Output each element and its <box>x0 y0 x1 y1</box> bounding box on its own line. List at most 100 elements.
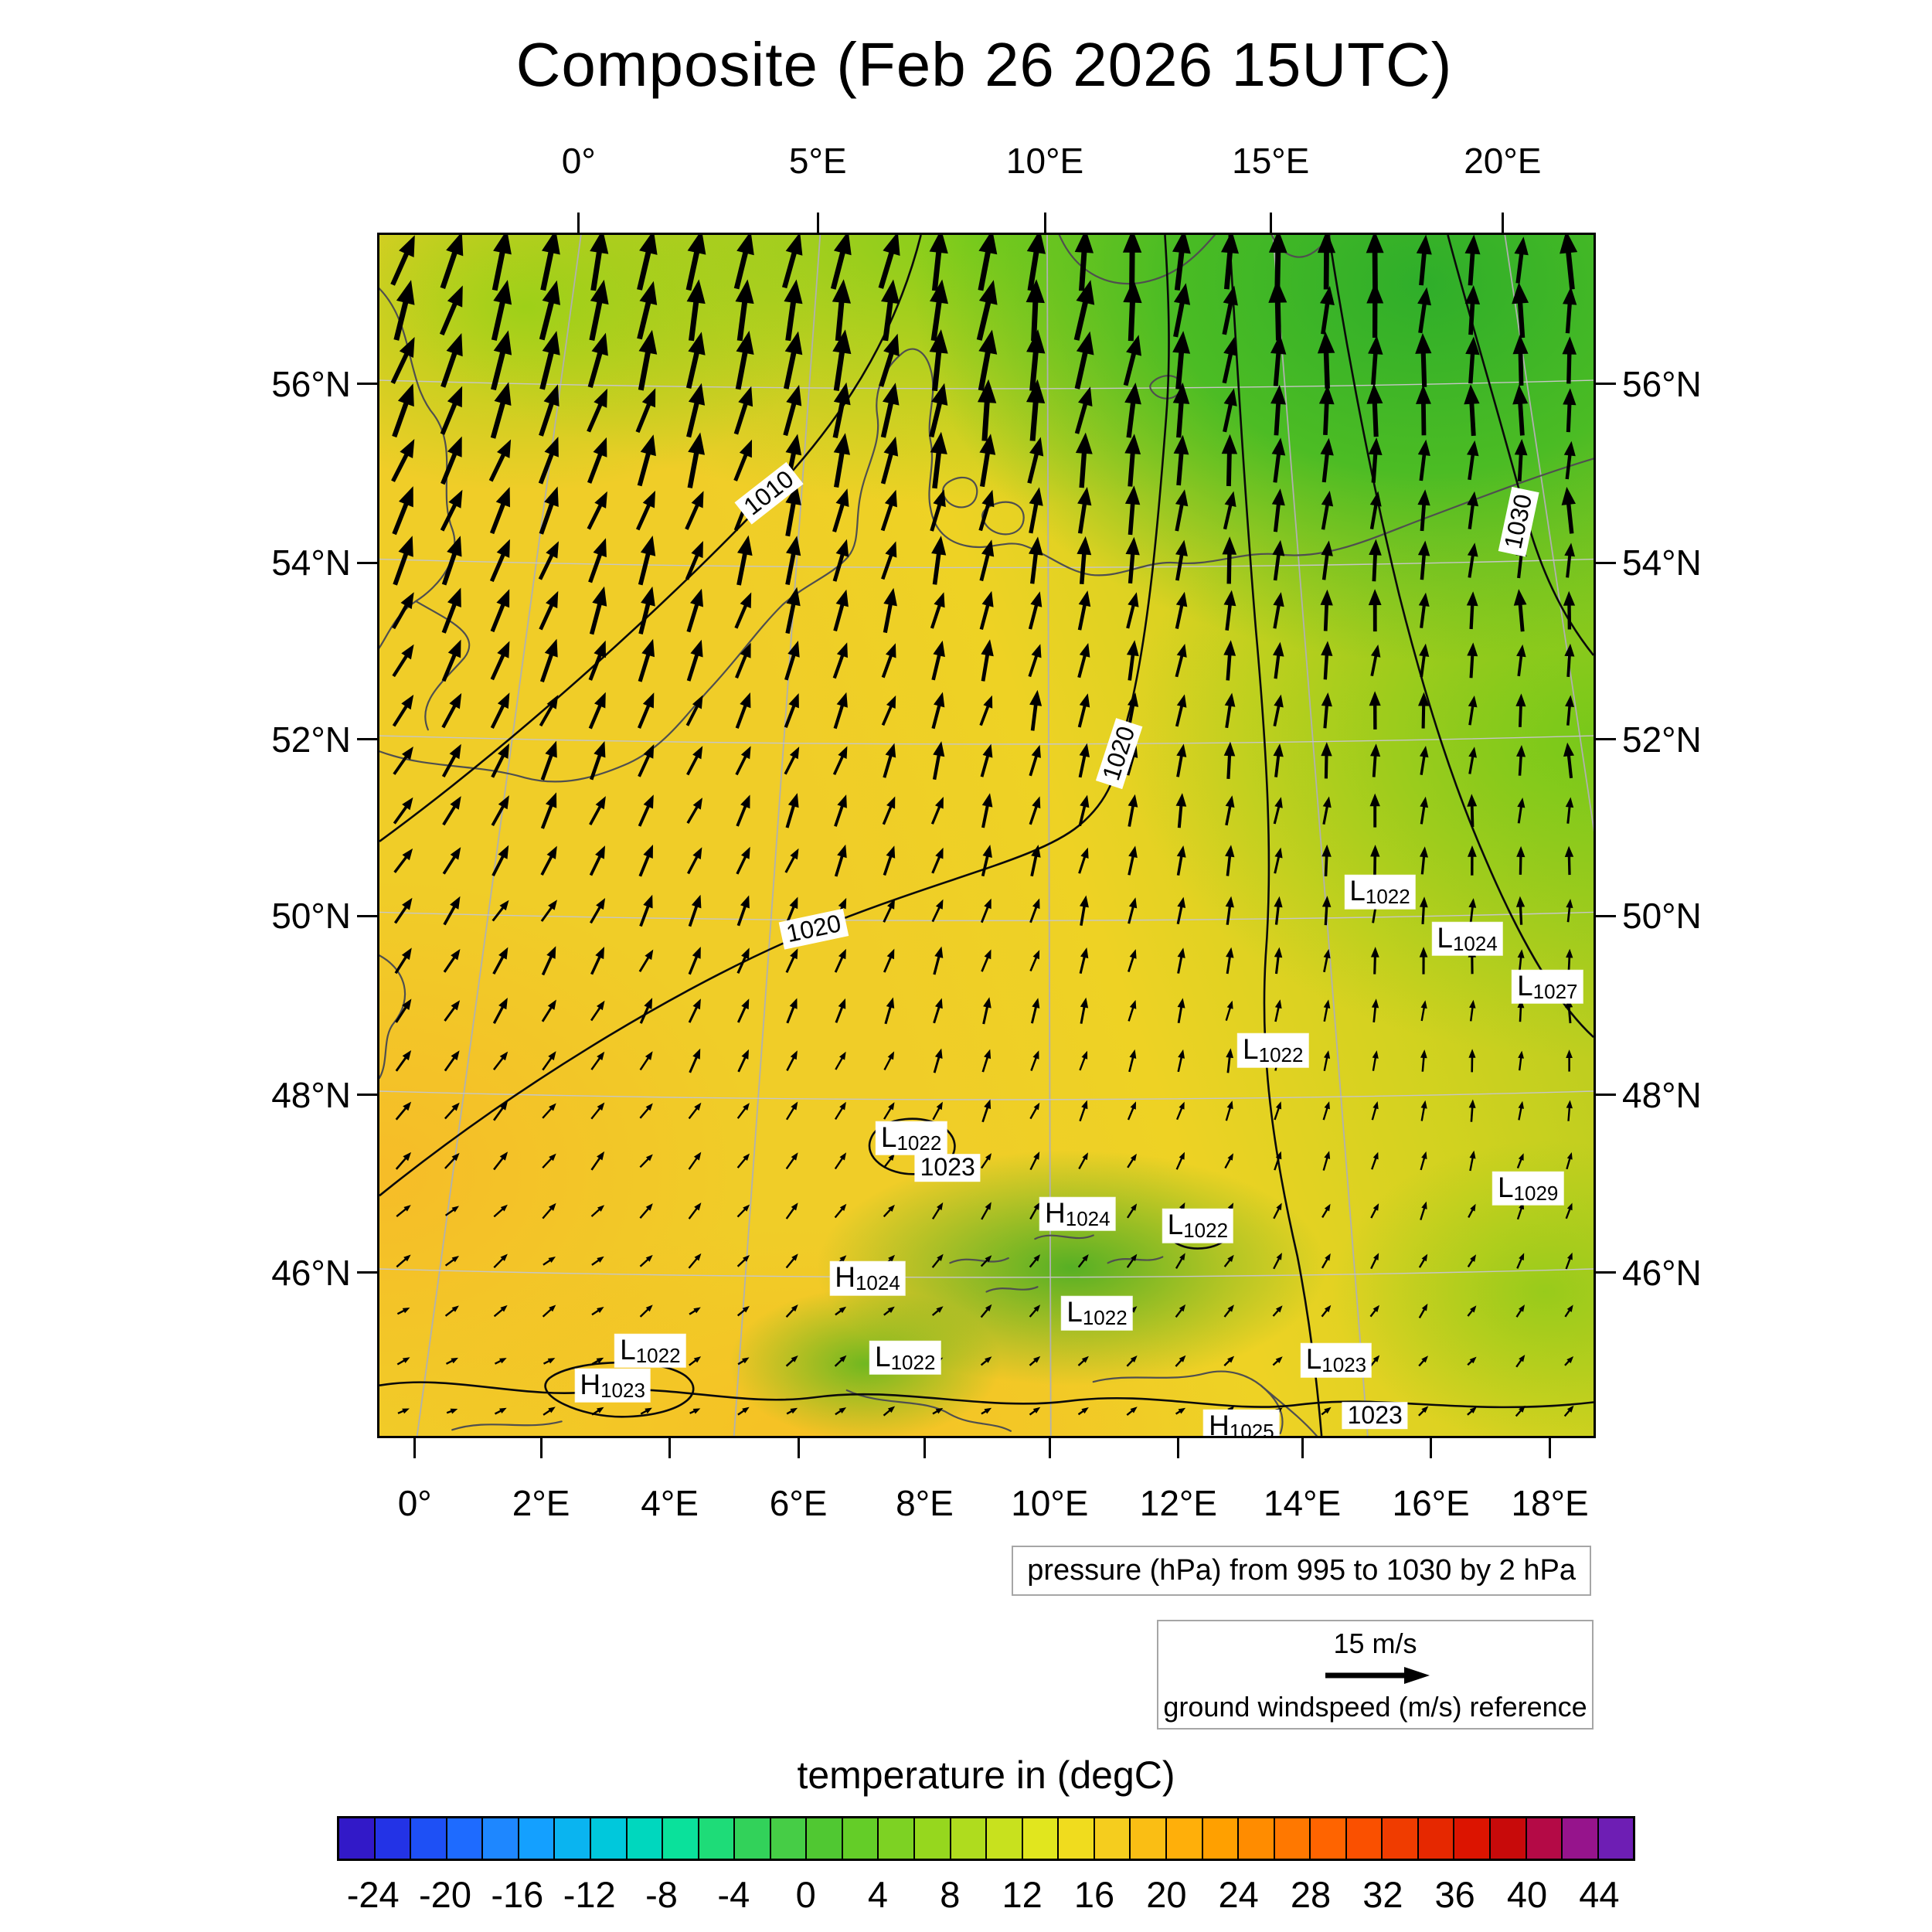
wind-arrow-head <box>1519 1355 1526 1362</box>
contour-label: 1010 <box>734 461 804 525</box>
wind-arrow <box>785 602 796 634</box>
wind-arrow <box>590 250 603 291</box>
wind-arrow <box>541 954 553 976</box>
wind-arrow <box>1273 604 1281 629</box>
wind-arrow-head <box>1566 899 1573 908</box>
wind-arrow <box>932 1107 941 1121</box>
wind-arrow <box>1128 301 1135 342</box>
wind-arrow <box>1518 754 1522 776</box>
colorbar-segment <box>663 1818 699 1859</box>
wind-arrow-head <box>835 488 849 507</box>
wind-arrow-head <box>1512 334 1529 355</box>
wind-arrow <box>1420 654 1426 678</box>
wind-arrow <box>1226 955 1232 975</box>
wind-arrow <box>1420 503 1427 532</box>
wind-arrow-head <box>984 949 992 960</box>
wind-arrow <box>1420 1206 1426 1220</box>
wind-arrow <box>493 1106 505 1121</box>
wind-arrow-head <box>1076 331 1094 355</box>
wind-arrow-head <box>1130 1101 1136 1110</box>
wind-arrow-head <box>1318 385 1335 405</box>
wind-arrow <box>1175 604 1184 629</box>
wind-arrow-head <box>499 1358 507 1364</box>
wind-arrow-head <box>1081 1355 1089 1363</box>
wind-arrow-head <box>642 490 655 509</box>
wind-arrow-head <box>883 587 897 607</box>
wind-arrow <box>492 1056 505 1070</box>
wind-arrow <box>1515 1359 1523 1368</box>
wind-arrow <box>1128 451 1135 487</box>
wind-arrow-head <box>1320 589 1333 606</box>
wind-arrow-head <box>1564 845 1574 857</box>
wind-arrow-head <box>594 491 607 509</box>
wind-arrow <box>1030 855 1038 877</box>
colorbar-segment <box>483 1818 519 1859</box>
wind-arrow-head <box>981 590 994 607</box>
wind-arrow-head <box>1131 1203 1138 1211</box>
wind-arrow-head <box>1322 796 1332 808</box>
wind-arrow <box>1224 1157 1232 1169</box>
pressure-center-label: L1027 <box>1512 970 1583 1004</box>
wind-arrow <box>542 1308 553 1318</box>
wind-arrow-head <box>692 746 703 760</box>
wind-arrow <box>638 602 651 634</box>
wind-arrow <box>1079 451 1087 488</box>
wind-arrow-head <box>1079 743 1090 757</box>
wind-arrow-head <box>1179 1304 1186 1312</box>
wind-arrow-head <box>447 536 462 557</box>
wind-arrow <box>736 855 747 875</box>
wind-arrow-head <box>836 642 848 658</box>
wind-arrow-head <box>1077 487 1092 506</box>
wind-arrow-head <box>645 1203 653 1211</box>
wind-arrow-head <box>688 332 706 355</box>
wind-arrow <box>688 1206 699 1219</box>
wind-arrow <box>1078 754 1087 778</box>
pressure-center-letter: H <box>580 1368 601 1400</box>
wind-arrow-head <box>1176 644 1187 658</box>
wind-arrow <box>1567 1106 1571 1121</box>
wind-arrow <box>638 955 650 972</box>
wind-arrow-head <box>1468 1049 1476 1058</box>
wind-arrow <box>444 1258 456 1267</box>
wind-arrow <box>685 553 699 580</box>
wind-arrow-head <box>1369 793 1380 807</box>
wind-arrow <box>784 855 796 873</box>
wind-arrow-head <box>498 947 509 960</box>
wind-arrow <box>1369 503 1378 529</box>
wind-arrow-head <box>1420 1049 1427 1059</box>
wind-arrow <box>735 351 748 390</box>
wind-arrow-head <box>1369 491 1382 507</box>
wind-arrow <box>880 452 894 485</box>
wind-arrow <box>1323 351 1330 389</box>
wind-arrow-head <box>1080 847 1089 859</box>
wind-arrow-head <box>1368 437 1383 455</box>
wind-arrow-head <box>645 949 654 961</box>
colorbar-segment <box>987 1818 1023 1859</box>
wind-arrow <box>1518 402 1525 436</box>
wind-arrow <box>982 1005 989 1025</box>
wind-arrow-head <box>594 388 607 408</box>
wind-arrow-head <box>1372 1050 1379 1059</box>
wind-arrow-head <box>1567 1252 1573 1260</box>
wind-arrow <box>390 352 410 384</box>
wind-arrow-head <box>1128 794 1138 808</box>
map-canvas <box>379 235 1594 1436</box>
wind-arrow-head <box>1418 592 1430 607</box>
wind-arrow-head <box>597 1000 605 1011</box>
wind-arrow-head <box>495 487 510 508</box>
wind-arrow <box>637 703 651 729</box>
contour-label: 1023 <box>1342 1401 1408 1430</box>
wind-arrow <box>980 905 990 923</box>
wind-arrow <box>1321 1208 1329 1219</box>
wind-arrow-head <box>1177 896 1186 908</box>
pressure-caption: pressure (hPa) from 995 to 1030 by 2 hPa <box>1012 1546 1591 1596</box>
wind-arrow-head <box>1566 1049 1573 1058</box>
wind-arrow-head <box>497 439 512 458</box>
pressure-center-letter: L <box>1167 1208 1184 1240</box>
wind-arrow <box>930 604 942 629</box>
wind-arrow <box>1323 704 1329 729</box>
wind-arrow-head <box>1562 336 1577 355</box>
wind-arrow-head <box>1074 235 1094 253</box>
wind-arrow <box>981 1106 989 1123</box>
wind-arrow <box>833 603 845 632</box>
